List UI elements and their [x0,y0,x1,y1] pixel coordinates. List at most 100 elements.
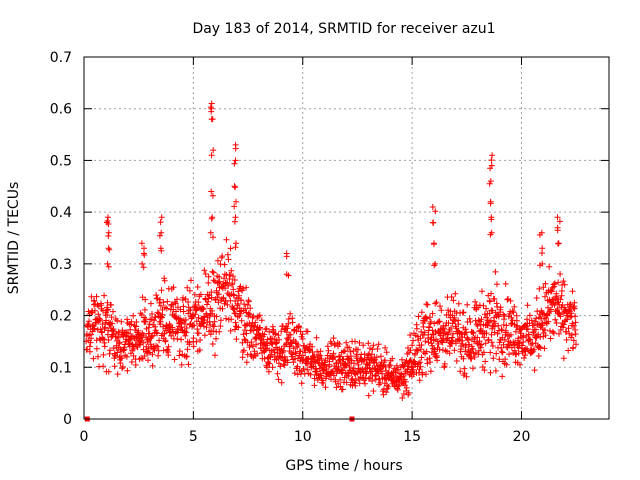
data-point [275,332,282,339]
data-point [442,322,449,329]
data-point [313,334,320,341]
data-point [370,342,377,349]
data-point [190,343,197,350]
data-point [439,339,446,346]
data-point [555,279,562,286]
data-point [430,219,437,226]
data-point [200,305,207,312]
data-point [196,347,203,353]
data-point [455,300,462,307]
data-point [373,354,380,361]
data-point [177,306,184,313]
data-point [235,288,242,295]
data-point [298,380,305,387]
data-point [424,360,431,367]
data-point [157,302,164,309]
data-point [570,337,577,344]
data-point [160,299,167,306]
data-point [86,318,92,325]
data-point [536,285,543,292]
data-point [222,285,229,292]
data-point [342,347,348,354]
data-point [241,336,248,343]
data-point [410,337,417,344]
data-point [415,313,422,320]
data-point [107,347,113,354]
data-point [504,296,511,303]
data-point [238,317,245,324]
data-point [528,317,535,324]
x-tick-label: 0 [80,429,89,445]
data-point [257,324,263,331]
data-point [470,330,477,336]
data-point [233,240,239,247]
data-point [232,244,239,251]
data-point [178,336,185,343]
data-point [169,324,176,331]
data-point [161,330,168,337]
data-point [140,264,147,271]
data-point [101,343,108,350]
data-point [130,352,137,359]
data-point [231,203,238,210]
data-point [106,246,113,253]
data-point [294,363,301,370]
data-point [296,323,303,330]
data-point [313,368,320,375]
data-point [197,291,204,298]
data-point [460,355,467,362]
data-point [468,355,475,362]
data-point [205,295,212,302]
data-point [163,347,170,354]
data-point [531,367,538,374]
data-point [470,346,476,352]
data-point [489,307,496,314]
data-point [231,183,238,190]
y-tick-label: 0.2 [50,309,72,325]
data-point [286,343,293,350]
data-point [156,337,163,344]
data-point [93,293,100,300]
data-point [497,304,504,311]
data-point [105,233,112,239]
data-point [284,325,291,332]
data-point [506,351,513,358]
data-point [474,322,481,329]
data-point [291,370,298,377]
data-point [560,324,566,331]
data-point [108,314,115,321]
data-point [245,298,252,305]
data-point [155,310,162,317]
data-point [423,301,430,308]
data-point [141,245,147,252]
data-point [174,296,180,303]
data-point [486,310,493,317]
data-point [565,325,572,332]
data-point [210,269,217,276]
data-point [442,330,449,337]
data-point [465,337,472,344]
data-point [232,319,239,326]
x-axis-label: GPS time / hours [285,458,402,474]
data-point [352,377,359,384]
data-point [266,328,273,335]
data-point [418,309,425,316]
data-point [104,218,111,224]
data-point [203,312,210,318]
data-point [573,341,579,348]
data-point [241,327,248,334]
data-point [147,341,154,348]
data-point [185,361,192,368]
data-point [533,295,540,301]
data-point [325,347,332,354]
data-point [318,355,325,362]
data-point [572,331,579,337]
data-point [90,322,96,329]
data-point [224,251,231,258]
data-point [496,356,503,363]
data-point [503,361,510,368]
data-point [542,332,549,339]
data-point [269,364,276,371]
data-point [213,313,220,320]
data-point [224,279,231,286]
